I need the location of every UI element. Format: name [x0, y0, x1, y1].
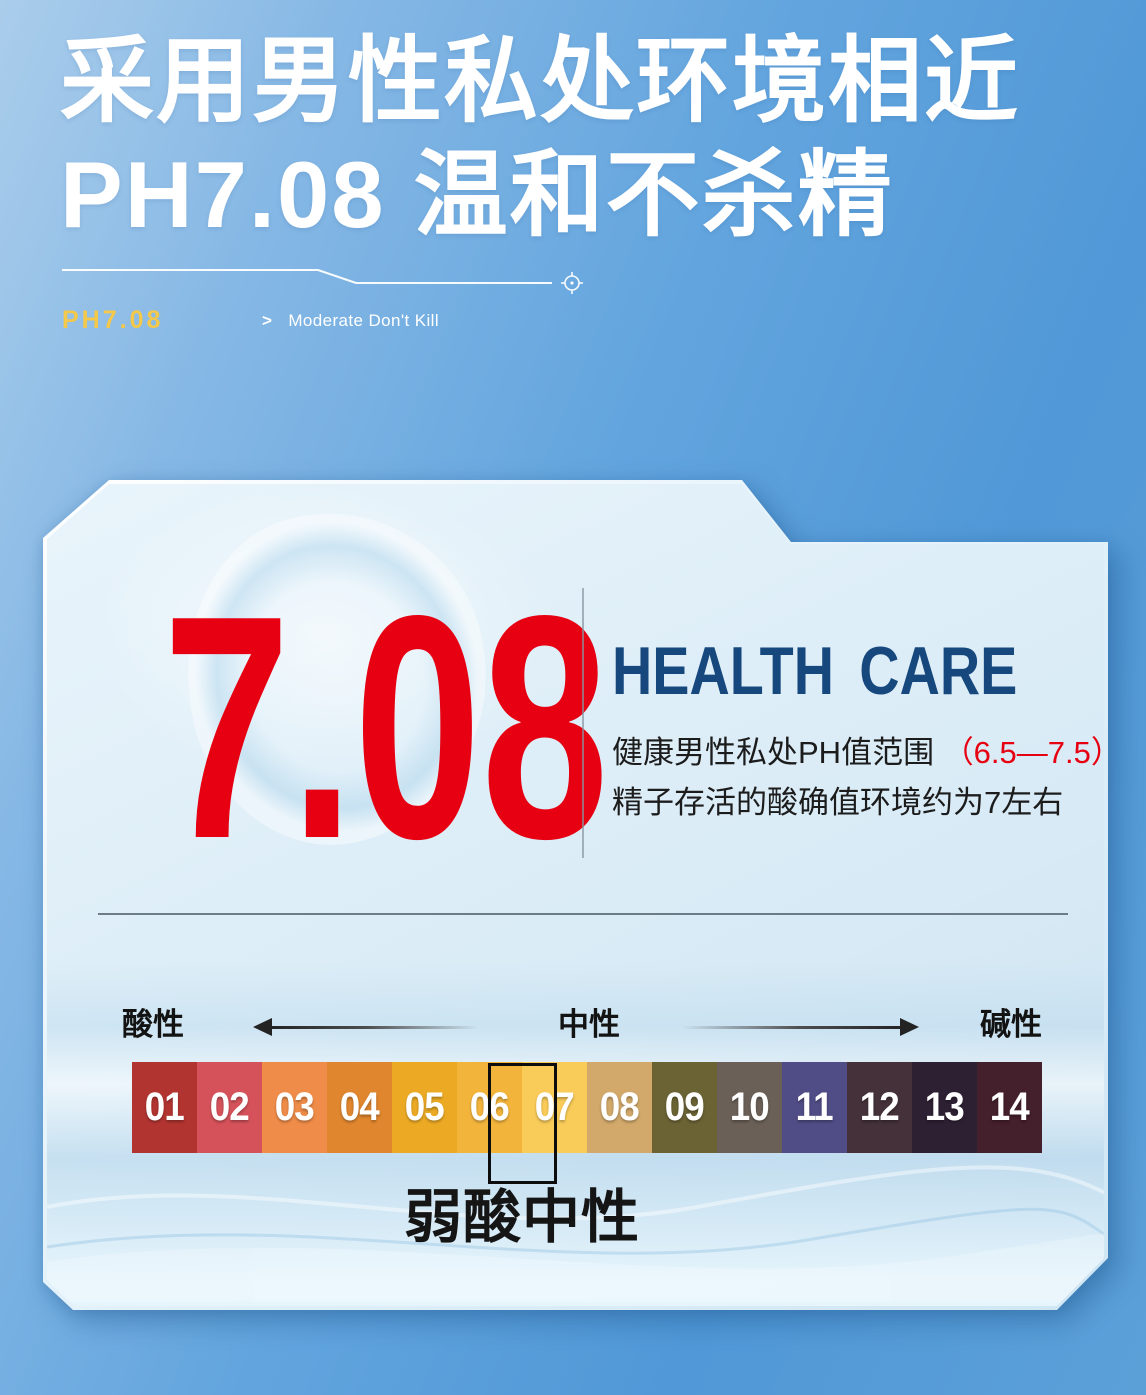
crosshair-target-icon — [561, 272, 583, 294]
tagline: > Moderate Don't Kill — [262, 311, 439, 331]
horizontal-divider — [98, 913, 1068, 915]
ph-cell-04: 04 — [327, 1062, 392, 1153]
scale-caption: 弱酸中性 — [403, 1185, 640, 1250]
ph-cell-10: 10 — [717, 1062, 782, 1153]
card-background — [47, 484, 1104, 1306]
neutral-label: 中性 — [558, 1007, 620, 1042]
ph-cell-13: 13 — [912, 1062, 977, 1153]
arrow-right-head-icon — [900, 1018, 919, 1036]
health-care-heading: HEALTH CARE — [612, 633, 1018, 709]
description-line2: 精子存活的酸确值环境约为7左右 — [612, 785, 1064, 820]
ph-cell-08: 08 — [587, 1062, 652, 1153]
arrow-right-icon — [673, 1026, 903, 1029]
wave-pattern-graphic — [47, 1165, 1104, 1302]
page-title-line2: PH7.08 温和不杀精 — [60, 142, 894, 247]
alkaline-label: 碱性 — [980, 1007, 1042, 1042]
tagline-text: Moderate Don't Kill — [288, 311, 440, 330]
description-line1: 健康男性私处PH值范围 （6.5—7.5） — [612, 728, 1122, 778]
ph-highlight-box — [488, 1063, 557, 1184]
arrow-left-head-icon — [253, 1018, 272, 1036]
ph-cell-01: 01 — [132, 1062, 197, 1153]
ph-cell-02: 02 — [197, 1062, 262, 1153]
ph-cell-09: 09 — [652, 1062, 717, 1153]
ph-cell-03: 03 — [262, 1062, 327, 1153]
page-title: 采用男性私处环境相近 PH7.08 温和不杀精 — [60, 24, 1020, 252]
description-line1-range: （6.5—7.5） — [942, 735, 1122, 770]
description-line1-text: 健康男性私处PH值范围 — [612, 735, 943, 770]
ph-scale-bar: 01 02 03 04 05 06 07 08 09 10 11 12 13 14 — [132, 1062, 1042, 1153]
ph-cell-05: 05 — [392, 1062, 457, 1153]
ph-cell-11: 11 — [782, 1062, 847, 1153]
ph-cell-12: 12 — [847, 1062, 912, 1153]
ph-cell-14: 14 — [977, 1062, 1042, 1153]
acid-label: 酸性 — [122, 1007, 184, 1042]
ph-badge: PH7.08 — [62, 306, 164, 334]
decorative-divider-line — [62, 269, 583, 294]
vertical-divider — [582, 588, 584, 858]
page-title-line1: 采用男性私处环境相近 — [60, 28, 1021, 133]
chevron-right-icon: > — [262, 311, 273, 330]
description-block: 健康男性私处PH值范围 （6.5—7.5） 精子存活的酸确值环境约为7左右 — [612, 728, 1122, 828]
arrow-left-icon — [269, 1026, 487, 1029]
ph-info-card: 7.08 HEALTH CARE 健康男性私处PH值范围 （6.5—7.5） 精… — [43, 480, 1122, 1310]
ph-value: 7.08 — [163, 550, 609, 905]
